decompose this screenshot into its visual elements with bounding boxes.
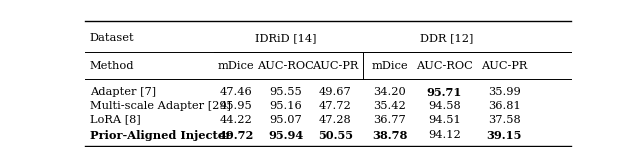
Text: 47.72: 47.72 xyxy=(319,101,352,111)
Text: 49.67: 49.67 xyxy=(319,87,352,97)
Text: 95.07: 95.07 xyxy=(269,115,302,125)
Text: 94.58: 94.58 xyxy=(428,101,461,111)
Text: 35.42: 35.42 xyxy=(374,101,406,111)
Text: DDR [12]: DDR [12] xyxy=(420,33,474,43)
Text: 36.77: 36.77 xyxy=(374,115,406,125)
Text: IDRiD [14]: IDRiD [14] xyxy=(255,33,317,43)
Text: 94.51: 94.51 xyxy=(428,115,461,125)
Text: 38.78: 38.78 xyxy=(372,130,408,141)
Text: 35.99: 35.99 xyxy=(488,87,520,97)
Text: mDice: mDice xyxy=(218,61,255,71)
Text: 94.12: 94.12 xyxy=(428,130,461,140)
Text: AUC-ROC: AUC-ROC xyxy=(257,61,314,71)
Text: 37.58: 37.58 xyxy=(488,115,520,125)
Text: Method: Method xyxy=(90,61,134,71)
Text: AUC-PR: AUC-PR xyxy=(481,61,527,71)
Text: AUC-PR: AUC-PR xyxy=(312,61,358,71)
Text: 36.81: 36.81 xyxy=(488,101,520,111)
Text: 95.94: 95.94 xyxy=(268,130,303,141)
Text: 95.71: 95.71 xyxy=(427,87,462,98)
Text: LoRA [8]: LoRA [8] xyxy=(90,115,141,125)
Text: 95.16: 95.16 xyxy=(269,101,302,111)
Text: Adapter [7]: Adapter [7] xyxy=(90,87,156,97)
Text: AUC-ROC: AUC-ROC xyxy=(416,61,473,71)
Text: 47.46: 47.46 xyxy=(220,87,253,97)
Text: 49.72: 49.72 xyxy=(218,130,254,141)
Text: 50.55: 50.55 xyxy=(318,130,353,141)
Text: 45.95: 45.95 xyxy=(220,101,253,111)
Text: Multi-scale Adapter [29]: Multi-scale Adapter [29] xyxy=(90,101,231,111)
Text: Prior-Aligned Injector: Prior-Aligned Injector xyxy=(90,130,231,141)
Text: Dataset: Dataset xyxy=(90,33,134,43)
Text: 44.22: 44.22 xyxy=(220,115,253,125)
Text: 47.28: 47.28 xyxy=(319,115,352,125)
Text: 39.15: 39.15 xyxy=(486,130,522,141)
Text: 34.20: 34.20 xyxy=(374,87,406,97)
Text: 95.55: 95.55 xyxy=(269,87,302,97)
Text: mDice: mDice xyxy=(372,61,408,71)
